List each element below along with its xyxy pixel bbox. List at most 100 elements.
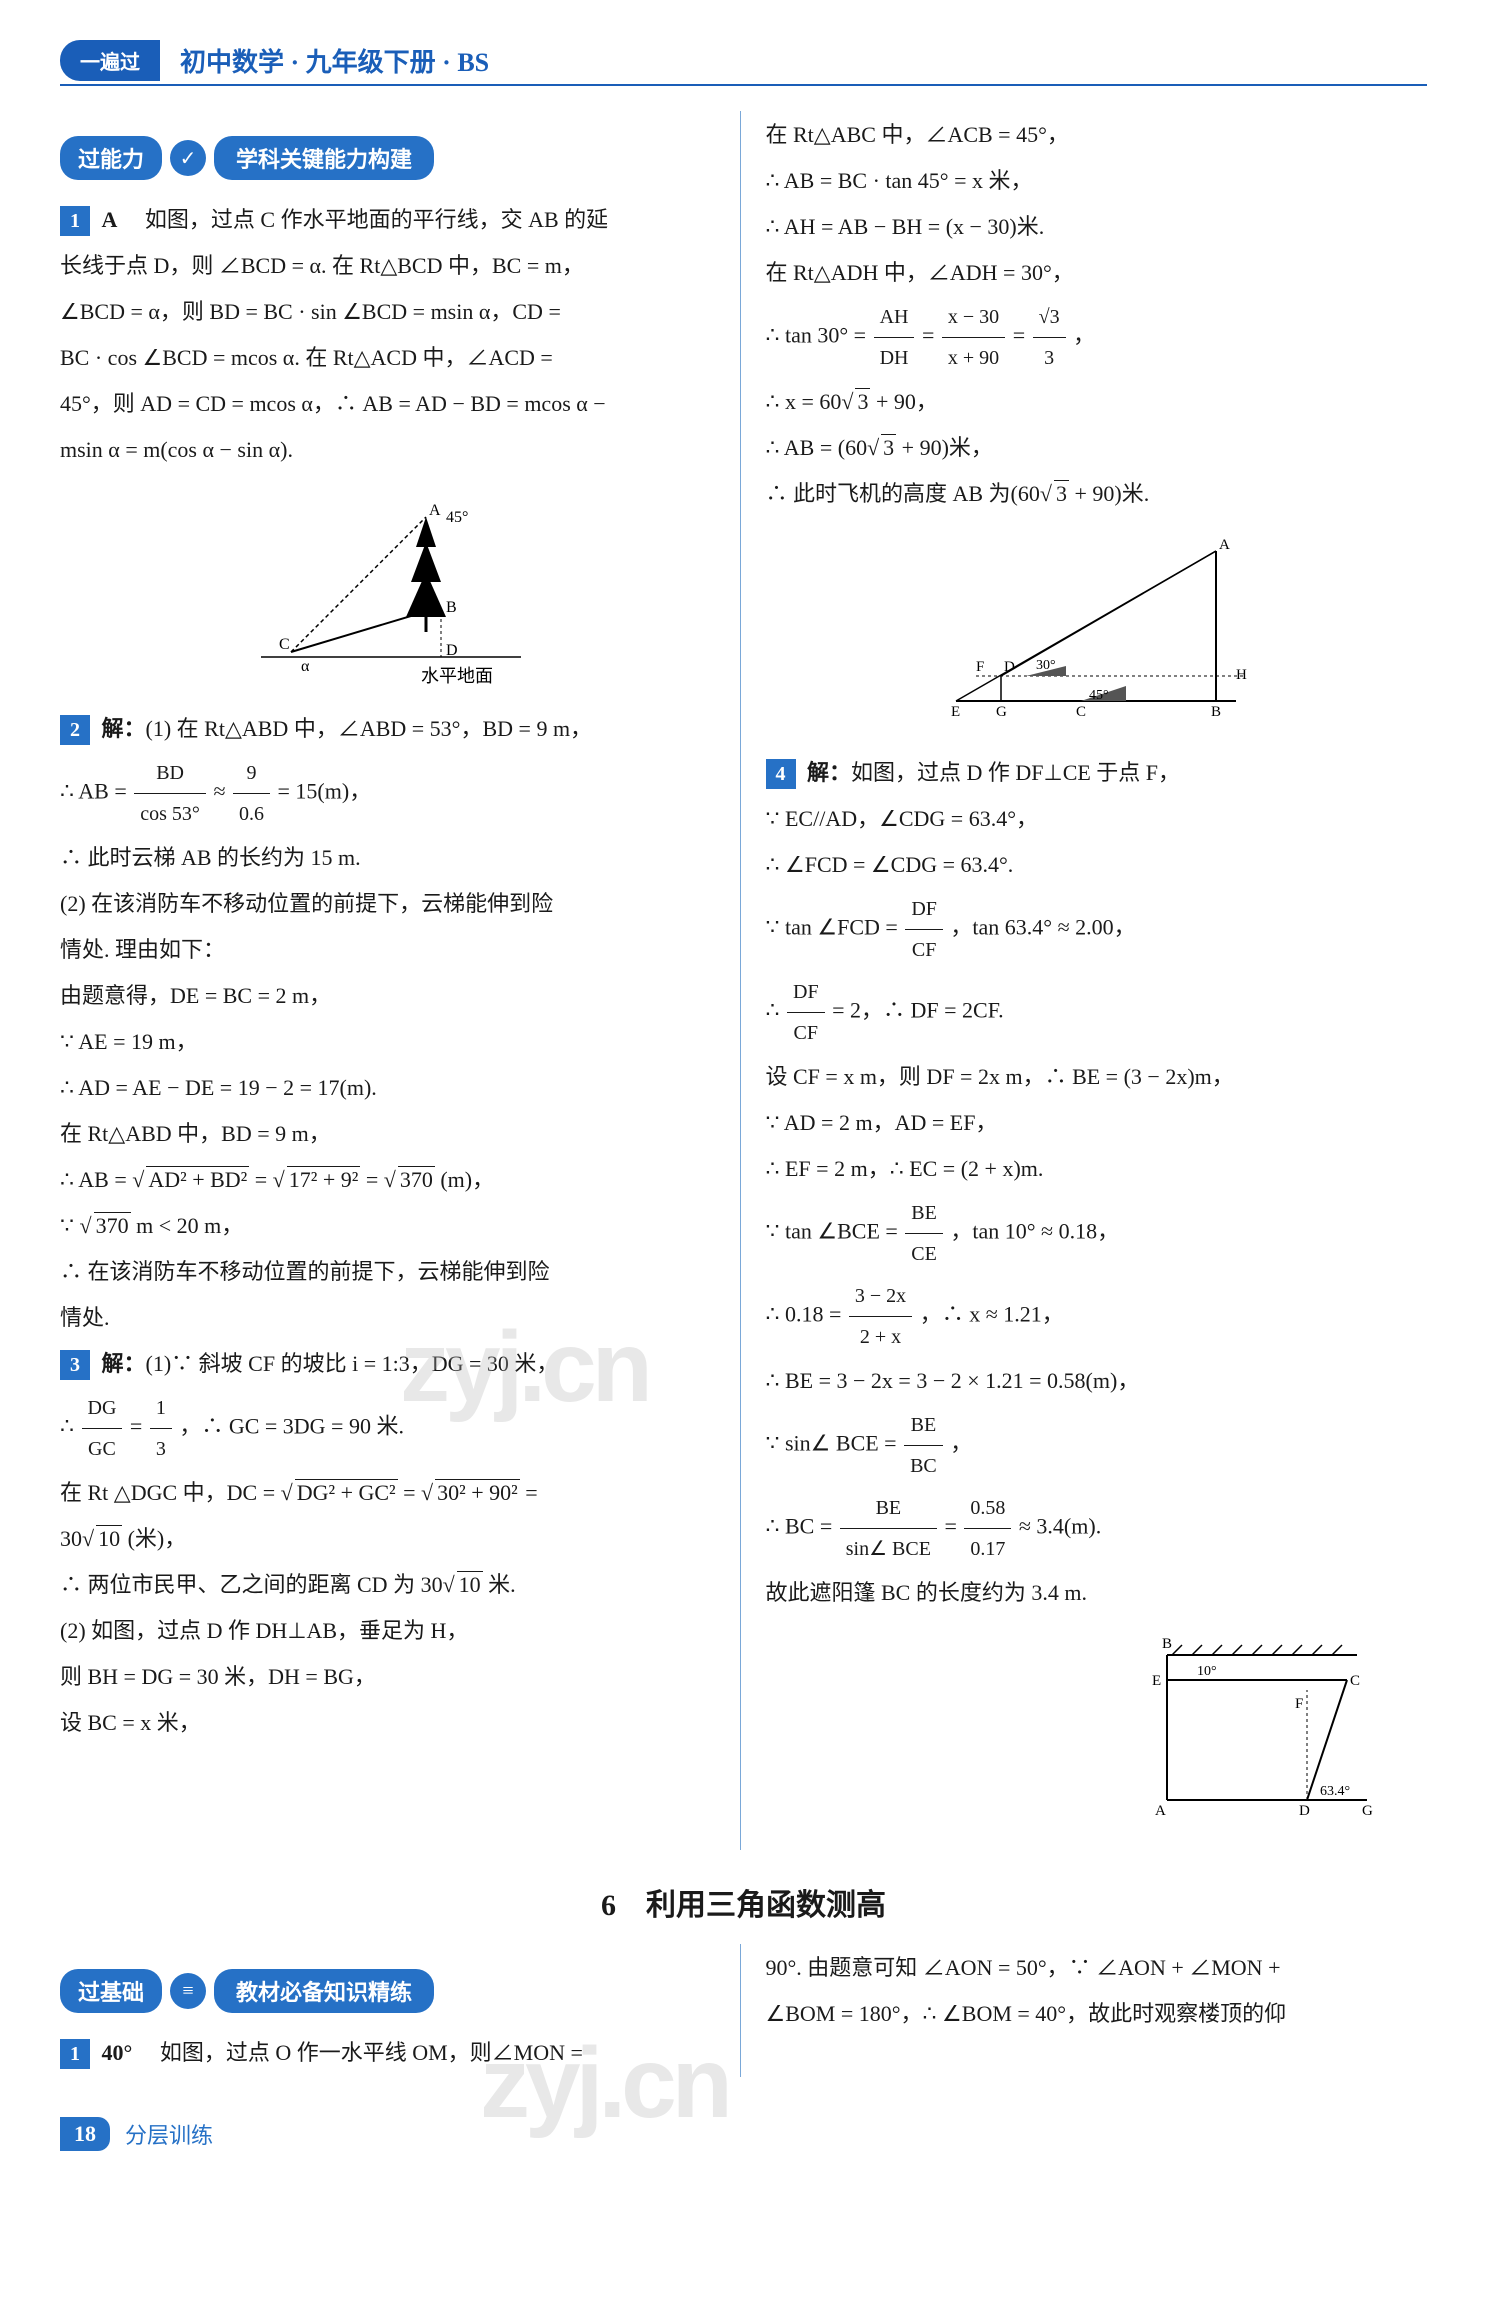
content-text: ∴ 在该消防车不移动位置的前提下，云梯能伸到险	[60, 1250, 722, 1294]
frac-den: 2 + x	[849, 1317, 912, 1357]
diagram-label-d: D	[446, 642, 458, 659]
content-text: (米)，	[128, 1526, 187, 1551]
bottom-problem-1: 1 40° 如图，过点 O 作一水平线 OM，则∠MON =	[60, 2031, 722, 2075]
content-text: ∵ tan ∠FCD = DFCF ，tan 63.4° ≈ 2.00，	[766, 889, 1428, 970]
content-text: (1)∵ 斜坡 CF 的坡比 i = 1:3，DG = 30 米，	[146, 1351, 559, 1376]
left-column: 过能力 ✓ 学科关键能力构建 1 A 如图，过点 C 作水平地面的平行线，交 A…	[60, 111, 741, 1850]
problem-2-number: 2	[60, 715, 90, 745]
content-text: ∠BOM = 180°，∴ ∠BOM = 40°，故此时观察楼顶的仰	[766, 1992, 1428, 2036]
content-text: 情处. 理由如下：	[60, 928, 722, 972]
content-text: ∴ AB = (60√3 + 90)米，	[766, 426, 1428, 470]
content-text: ∴ AB = (60√	[766, 435, 880, 460]
content-text: (2) 在该消防车不移动位置的前提下，云梯能伸到险	[60, 882, 722, 926]
section-6-title: 6 利用三角函数测高	[60, 1880, 1427, 1924]
content-text: + 90，	[876, 389, 938, 414]
content-text: m < 20 m，	[136, 1213, 243, 1238]
diagram-label: C	[1350, 1673, 1360, 1689]
frac-den: 0.6	[233, 794, 270, 834]
sqrt: 370	[94, 1212, 131, 1238]
content-text: ∴ DFCF = 2，∴ DF = 2CF.	[766, 972, 1428, 1053]
section-ability-header: 过能力 ✓ 学科关键能力构建	[60, 136, 722, 180]
content-text: ∵ tan ∠FCD =	[766, 915, 904, 940]
content-text	[123, 207, 145, 232]
content-text: ∵ √370 m < 20 m，	[60, 1204, 722, 1248]
content-text: 设 CF = x m，则 DF = 2x m，∴ BE = (3 − 2x)m，	[766, 1055, 1428, 1099]
section-basic-left: 过基础	[60, 1969, 162, 2013]
sqrt: 17² + 9²	[287, 1166, 361, 1192]
frac-num: x − 30	[942, 297, 1005, 338]
problem-3-label: 解：	[102, 1351, 146, 1376]
diagram-label-b: B	[446, 599, 457, 616]
content-text: ∴ AB = √	[60, 1167, 144, 1192]
diagram-label-c: C	[279, 636, 290, 653]
right-diagram-1: A F D 30° 45° H E G C B	[766, 531, 1428, 736]
content-text: 30√10 (米)，	[60, 1517, 722, 1561]
section-basic-header: 过基础 ≡ 教材必备知识精练	[60, 1969, 722, 2013]
content-text: ∵ AD = 2 m，AD = EF，	[766, 1101, 1428, 1145]
content-text: 在 Rt△ADH 中，∠ADH = 30°，	[766, 251, 1428, 295]
content-text: ∴ x = 60√	[766, 389, 854, 414]
content-text: ∵ tan ∠BCE = BECE ，tan 10° ≈ 0.18，	[766, 1193, 1428, 1274]
content-text: = √	[255, 1167, 285, 1192]
content-text: = 15(m)，	[278, 779, 372, 804]
diagram-label: E	[951, 704, 960, 720]
frac-den: CF	[787, 1013, 825, 1053]
content-text: ∴ ∠FCD = ∠CDG = 63.4°.	[766, 843, 1428, 887]
frac-num: 1	[150, 1388, 172, 1429]
content-text: 设 BC = x 米，	[60, 1701, 722, 1745]
diagram-label: 10°	[1197, 1664, 1217, 1679]
content-text: 长线于点 D，则 ∠BCD = α. 在 Rt△BCD 中，BC = m，	[60, 244, 722, 288]
content-text: = √	[366, 1167, 396, 1192]
diagram-label: 63.4°	[1320, 1784, 1350, 1799]
diagram-label: B	[1211, 704, 1221, 720]
diagram-label-45: 45°	[446, 509, 468, 526]
content-text: =	[922, 323, 940, 348]
content-text: 情处.	[60, 1296, 722, 1340]
content-text: ∴ BE = 3 − 2x = 3 − 2 × 1.21 = 0.58(m)，	[766, 1359, 1428, 1403]
frac-num: 0.58	[964, 1488, 1011, 1529]
header-underline	[60, 84, 1427, 86]
frac-num: 3 − 2x	[849, 1276, 912, 1317]
content-text: ∴ 此时飞机的高度 AB 为(60√3 + 90)米.	[766, 472, 1428, 516]
content-text: ∴	[60, 1414, 80, 1439]
frac-den: DH	[874, 338, 915, 378]
content-text: =	[525, 1480, 537, 1505]
diagram-label: A	[1219, 537, 1230, 553]
content-text: 则 BH = DG = 30 米，DH = BG，	[60, 1655, 722, 1699]
section-ability-right: 学科关键能力构建	[214, 136, 434, 180]
sqrt: 10	[96, 1525, 122, 1551]
diagram-label: B	[1162, 1636, 1172, 1652]
diagram-label: 30°	[1036, 658, 1056, 673]
content-text: ∴ EF = 2 m，∴ EC = (2 + x)m.	[766, 1147, 1428, 1191]
content-text: + 90)米.	[1074, 481, 1149, 506]
content-text: (m)，	[440, 1167, 494, 1192]
content-text: ∴ DGGC = 13 ，∴ GC = 3DG = 90 米.	[60, 1388, 722, 1469]
content-text: 如图，过点 C 作水平地面的平行线，交 AB 的延	[145, 207, 608, 232]
problem-3-line: 3 解：(1)∵ 斜坡 CF 的坡比 i = 1:3，DG = 30 米，	[60, 1342, 722, 1386]
frac-den: 0.17	[964, 1529, 1011, 1569]
frac-den: CE	[905, 1234, 943, 1274]
header-title: 初中数学 · 九年级下册 · BS	[180, 42, 489, 79]
problem-4-number: 4	[766, 759, 796, 789]
page-header: 一遍过 初中数学 · 九年级下册 · BS	[60, 40, 1427, 81]
frac-num: BE	[904, 1405, 943, 1446]
header-badge: 一遍过	[60, 40, 160, 81]
content-text: 90°. 由题意可知 ∠AON = 50°，∵ ∠AON + ∠MON +	[766, 1946, 1428, 1990]
problem-1-diagram: A 45° B C D α 水平地面	[60, 487, 722, 692]
content-text: 45°，则 AD = CD = mcos α，∴ AB = AD − BD = …	[60, 382, 722, 426]
content-text: = √	[403, 1480, 433, 1505]
content-text: ，∴ x ≈ 1.21，	[920, 1302, 1064, 1327]
frac-num: DF	[787, 972, 825, 1013]
sqrt: 3	[855, 388, 870, 414]
problem-1-answer: A	[102, 207, 118, 232]
diagram-label: D	[1299, 1803, 1310, 1819]
sqrt: 10	[457, 1571, 483, 1597]
content-text	[138, 2040, 160, 2065]
right-column: 在 Rt△ABC 中，∠ACB = 45°， ∴ AB = BC · tan 4…	[766, 111, 1428, 1850]
sqrt: 30² + 90²	[435, 1479, 520, 1505]
content-text: ∴ BC = BEsin∠ BCE = 0.580.17 ≈ 3.4(m).	[766, 1488, 1428, 1569]
sqrt: 370	[398, 1166, 435, 1192]
bottom-left-column: 过基础 ≡ 教材必备知识精练 1 40° 如图，过点 O 作一水平线 OM，则∠…	[60, 1944, 741, 2077]
content-text: ∠BCD = α，则 BD = BC · sin ∠BCD = msin α，C…	[60, 290, 722, 334]
content-text: 30√	[60, 1526, 94, 1551]
